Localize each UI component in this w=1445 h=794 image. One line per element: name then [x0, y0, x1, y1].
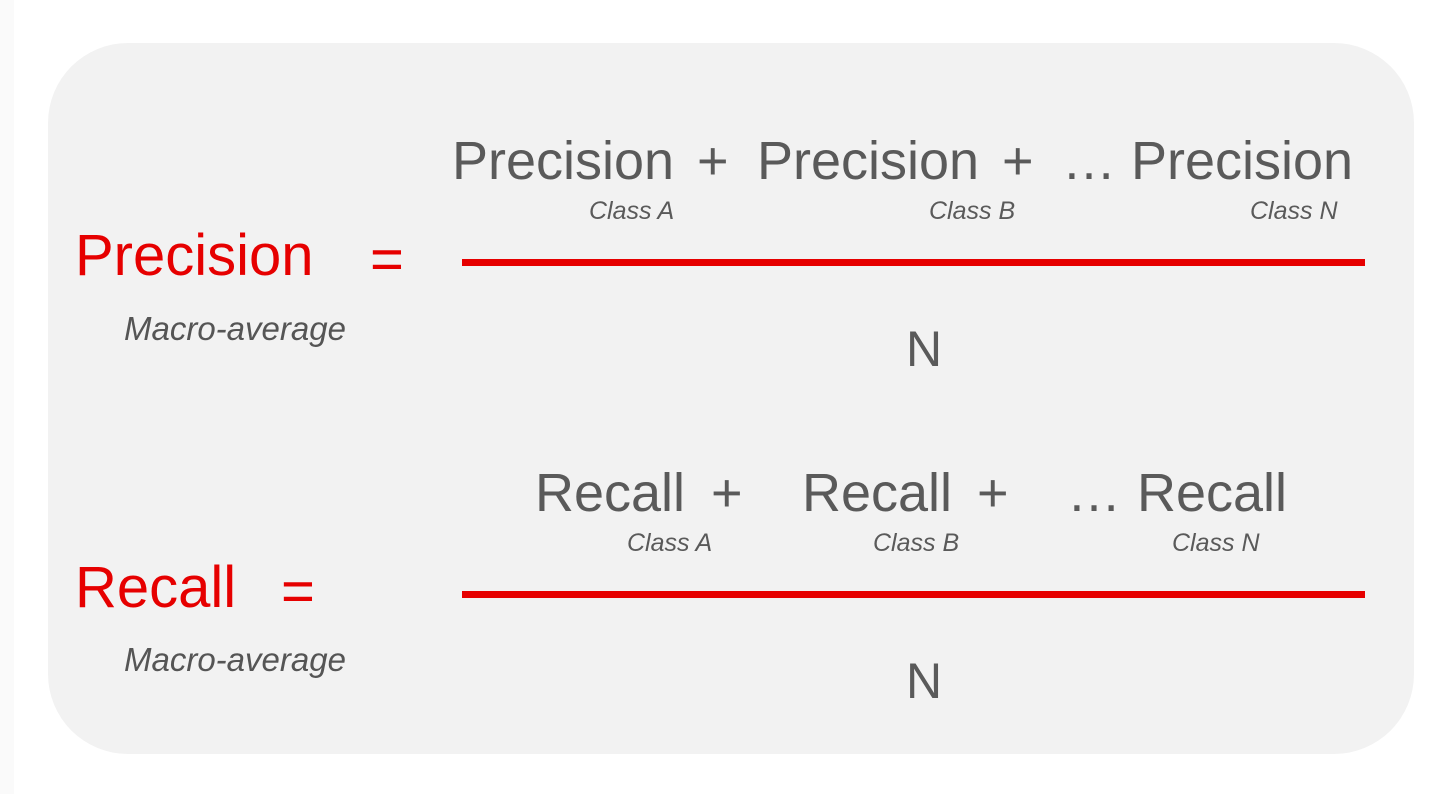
- precision-plus-1: +: [697, 131, 729, 191]
- recall-ellipsis: …: [1067, 463, 1121, 523]
- precision-subscript-class-n: Class N: [1250, 197, 1338, 225]
- precision-equals-sign: =: [370, 227, 404, 292]
- recall-subscript-class-n: Class N: [1172, 529, 1260, 557]
- recall-subscript-class-a: Class A: [627, 529, 713, 557]
- recall-equals-sign: =: [281, 559, 315, 624]
- recall-lhs-label: Recall: [75, 555, 237, 620]
- precision-lhs-subscript: Macro-average: [124, 310, 346, 347]
- precision-term-class-a: Precision: [452, 131, 675, 191]
- precision-term-class-b: Precision: [757, 131, 980, 191]
- formula-card: [48, 43, 1414, 754]
- recall-term-class-b: Recall: [802, 463, 953, 523]
- recall-fraction-bar: [462, 591, 1365, 598]
- recall-term-class-a: Recall: [535, 463, 686, 523]
- precision-plus-2: +: [1002, 131, 1034, 191]
- precision-denominator: N: [906, 321, 943, 377]
- recall-denominator: N: [906, 653, 943, 709]
- precision-subscript-class-b: Class B: [929, 197, 1016, 225]
- precision-term-class-n: Precision: [1131, 131, 1354, 191]
- precision-lhs-label: Precision: [75, 223, 314, 288]
- precision-ellipsis: …: [1062, 131, 1116, 191]
- recall-plus-2: +: [977, 463, 1009, 523]
- recall-plus-1: +: [711, 463, 743, 523]
- recall-term-class-n: Recall: [1137, 463, 1288, 523]
- recall-lhs-subscript: Macro-average: [124, 641, 346, 678]
- recall-subscript-class-b: Class B: [873, 529, 960, 557]
- left-edge-strip: [0, 0, 14, 794]
- precision-fraction-bar: [462, 259, 1365, 266]
- precision-subscript-class-a: Class A: [589, 197, 675, 225]
